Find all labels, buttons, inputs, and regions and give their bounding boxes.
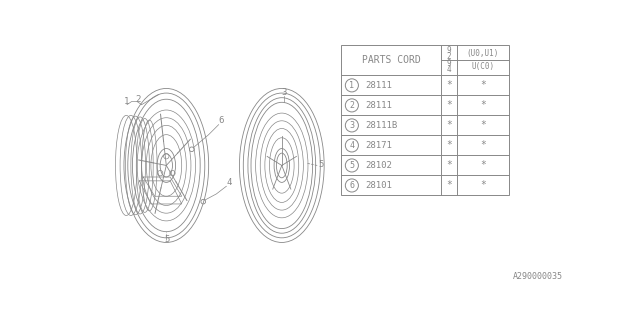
Text: 5: 5: [349, 161, 355, 170]
Text: *: *: [480, 180, 486, 190]
Text: *: *: [480, 100, 486, 110]
Text: 5: 5: [164, 236, 170, 244]
Text: *: *: [480, 80, 486, 90]
Text: *: *: [446, 180, 452, 190]
Text: 28111: 28111: [365, 81, 392, 90]
Text: 9: 9: [447, 59, 451, 68]
Text: 3: 3: [349, 121, 355, 130]
Text: 28171: 28171: [365, 141, 392, 150]
Text: 28111: 28111: [365, 101, 392, 110]
Text: A290000035: A290000035: [513, 272, 563, 281]
Text: *: *: [446, 100, 452, 110]
Text: 6: 6: [219, 116, 224, 125]
Text: 2: 2: [349, 101, 355, 110]
Text: *: *: [446, 120, 452, 131]
Text: 5: 5: [318, 160, 323, 169]
Text: 28101: 28101: [365, 181, 392, 190]
Text: 9: 9: [447, 46, 451, 55]
Text: 1: 1: [349, 81, 355, 90]
Text: U(C0): U(C0): [471, 62, 494, 71]
Text: 28102: 28102: [365, 161, 392, 170]
Text: PARTS CORD: PARTS CORD: [362, 55, 420, 65]
Text: *: *: [480, 140, 486, 150]
Text: *: *: [480, 120, 486, 131]
Text: 3: 3: [282, 88, 287, 97]
Text: 6: 6: [349, 181, 355, 190]
Text: 2: 2: [447, 52, 451, 61]
Text: 4: 4: [349, 141, 355, 150]
Text: *: *: [480, 160, 486, 171]
Text: *: *: [446, 140, 452, 150]
Text: 2: 2: [136, 95, 141, 104]
Text: (U0,U1): (U0,U1): [467, 49, 499, 58]
Text: 28111B: 28111B: [365, 121, 398, 130]
Text: 4: 4: [227, 178, 232, 187]
Bar: [341, 44, 509, 196]
Text: 1: 1: [124, 97, 129, 106]
Text: *: *: [446, 80, 452, 90]
Text: 4: 4: [447, 65, 451, 74]
Text: *: *: [446, 160, 452, 171]
